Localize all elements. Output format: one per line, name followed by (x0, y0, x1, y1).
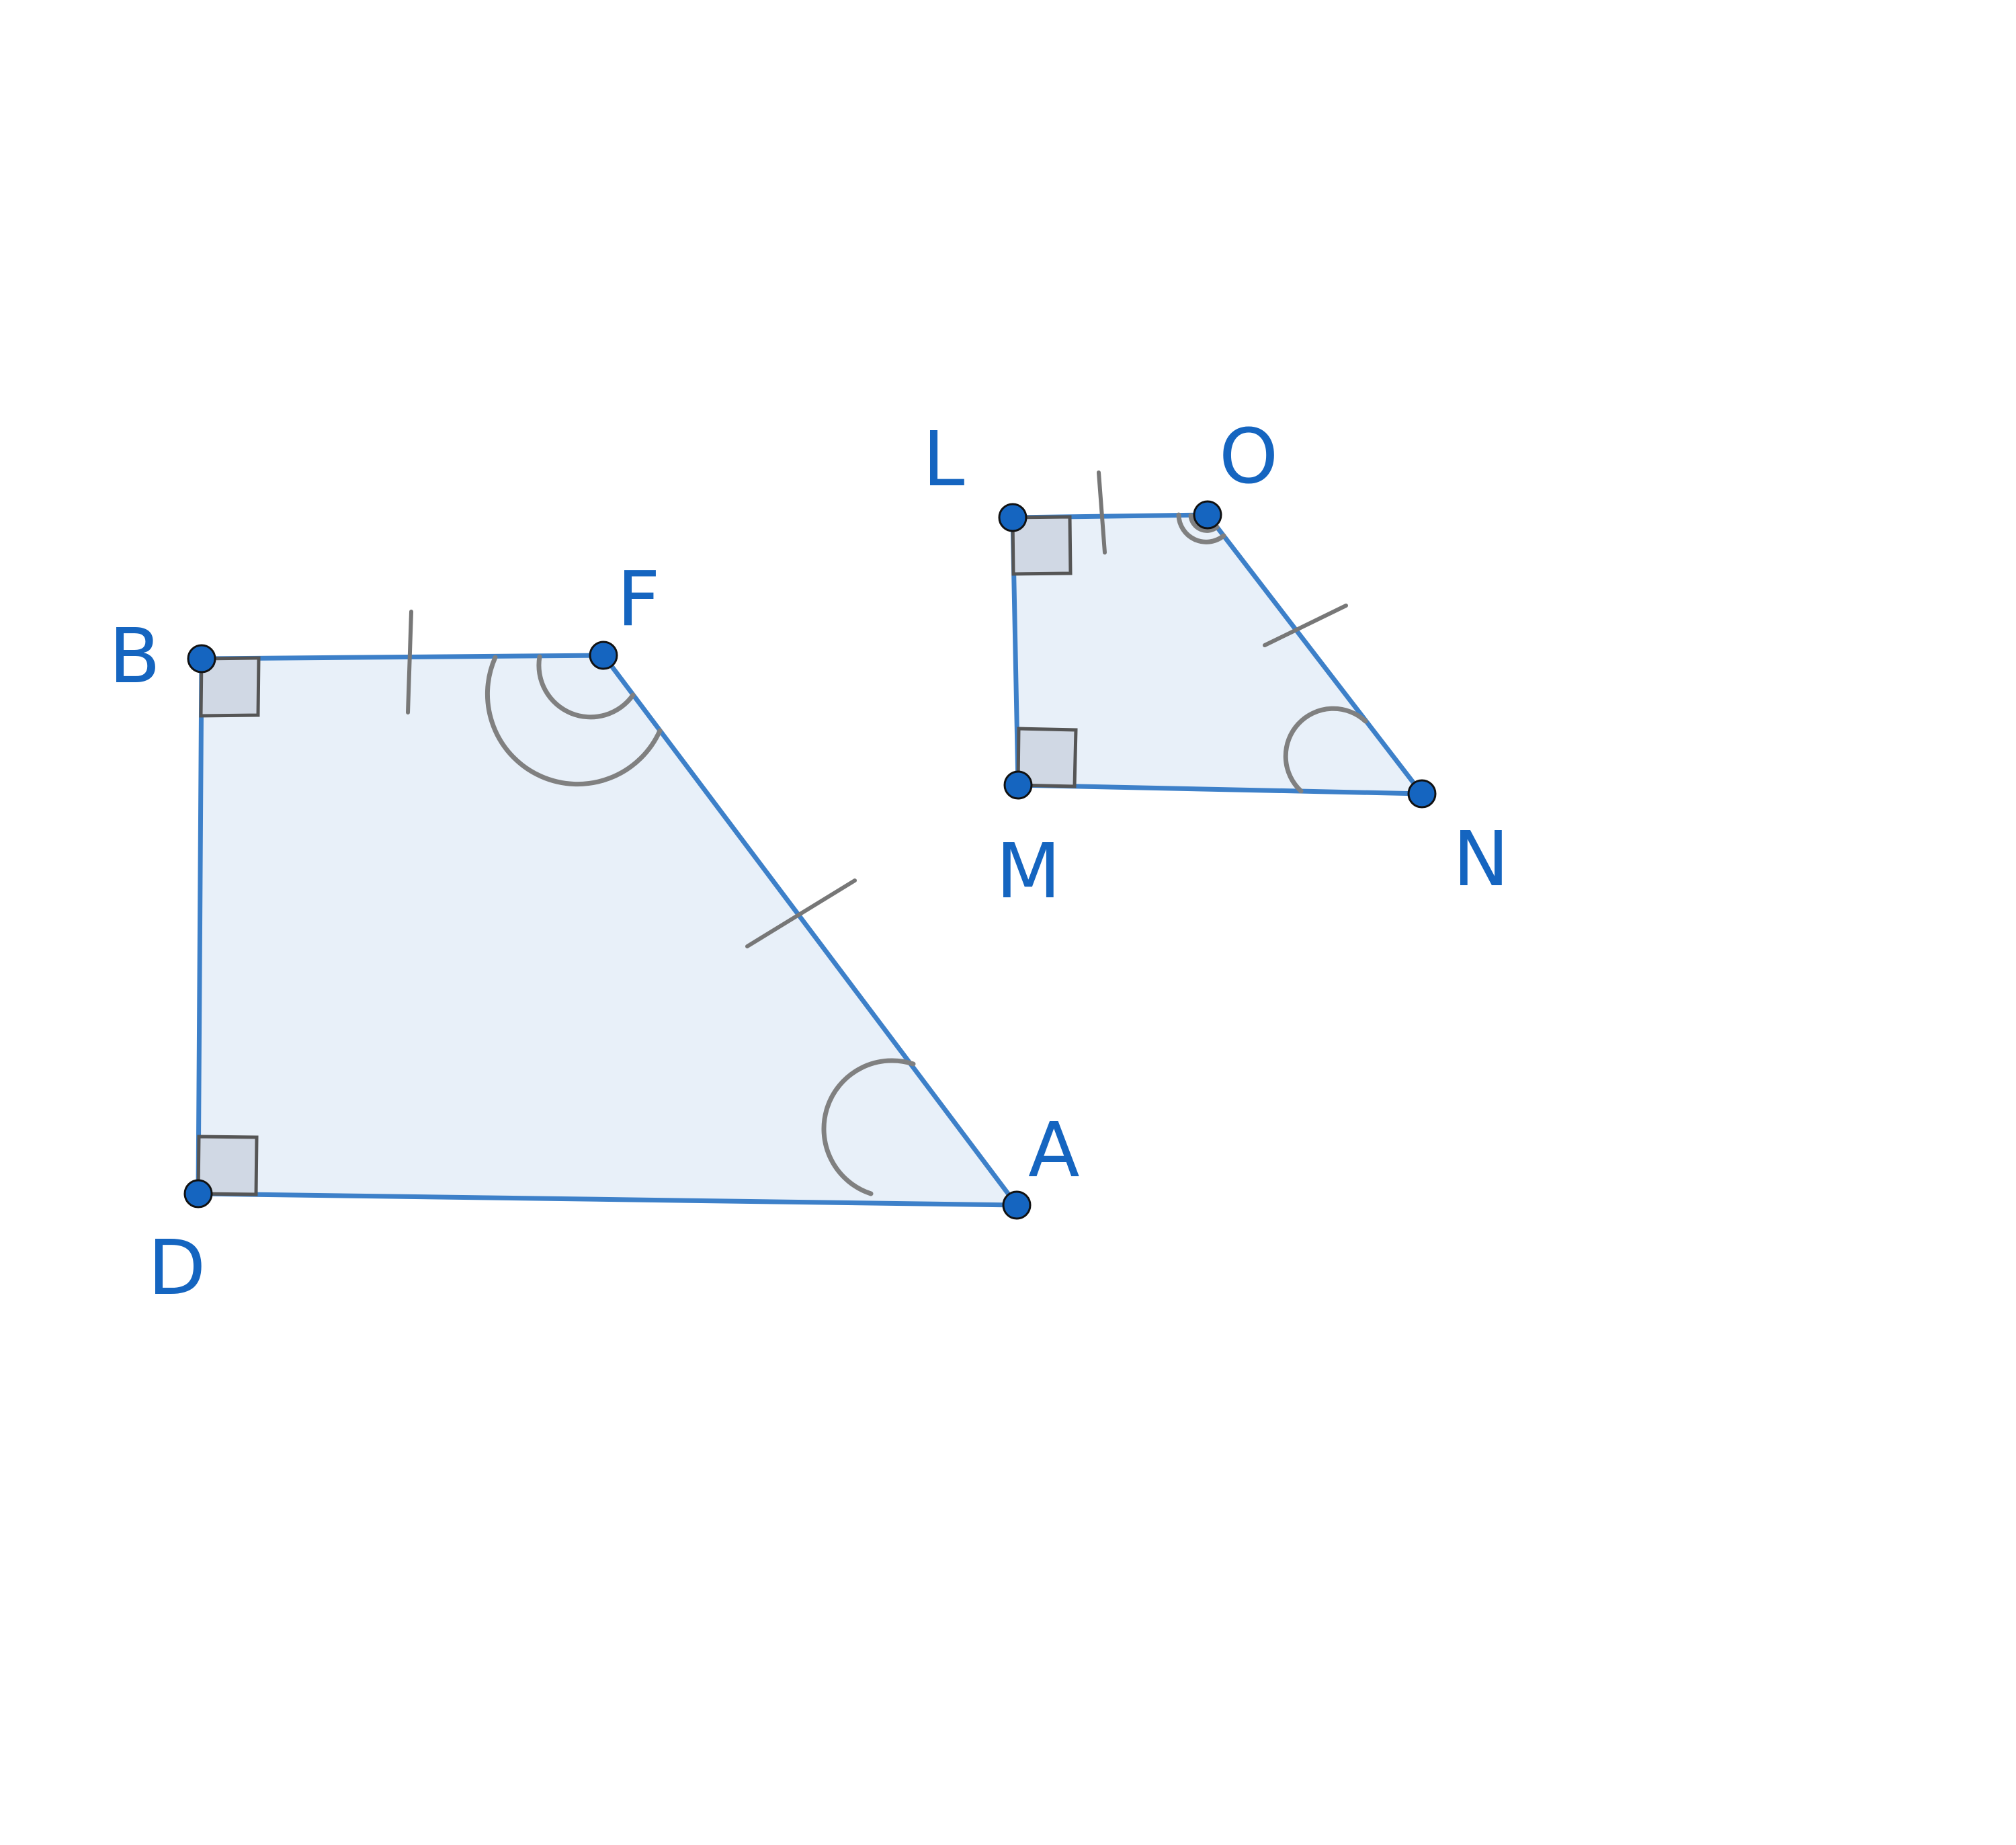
tick-mark-fa (745, 878, 857, 948)
tick-mark-bf (406, 610, 413, 714)
right-angle-mark-b (199, 656, 261, 718)
point-a (1002, 1190, 1032, 1220)
quadrilateral-lonm (1010, 470, 1425, 796)
angle-arc-a (821, 1058, 916, 1196)
angle-arc-f-inner (536, 654, 636, 720)
angle-arc-n (1283, 706, 1368, 794)
shape-bfad (196, 653, 1019, 1208)
point-m (1003, 770, 1033, 800)
right-angle-mark-d (196, 1135, 259, 1196)
vertex-labels: B F A D L O N M (109, 413, 1509, 1312)
point-d (183, 1179, 213, 1208)
point-b (187, 644, 216, 673)
point-f (589, 641, 618, 670)
vertex-points (183, 500, 1437, 1220)
quadrilateral-bfad (196, 610, 1019, 1208)
label-a: A (1028, 1107, 1080, 1194)
label-d: D (148, 1225, 206, 1312)
label-m: M (996, 828, 1061, 915)
label-l: L (923, 416, 964, 503)
angle-arc-f-outer (485, 655, 663, 787)
label-n: N (1453, 816, 1509, 903)
label-o: O (1219, 413, 1278, 501)
point-n (1407, 779, 1437, 809)
angle-arc-o-outer (1176, 512, 1226, 544)
label-f: F (617, 556, 660, 643)
point-o (1193, 500, 1222, 530)
angle-arc-o-inner (1188, 513, 1220, 533)
point-l (998, 503, 1027, 532)
tick-mark-on (1263, 604, 1348, 647)
right-angle-mark-m (1016, 727, 1078, 788)
label-b: B (109, 613, 161, 700)
tick-mark-lo (1097, 470, 1107, 555)
right-angle-mark-l (1011, 515, 1073, 576)
